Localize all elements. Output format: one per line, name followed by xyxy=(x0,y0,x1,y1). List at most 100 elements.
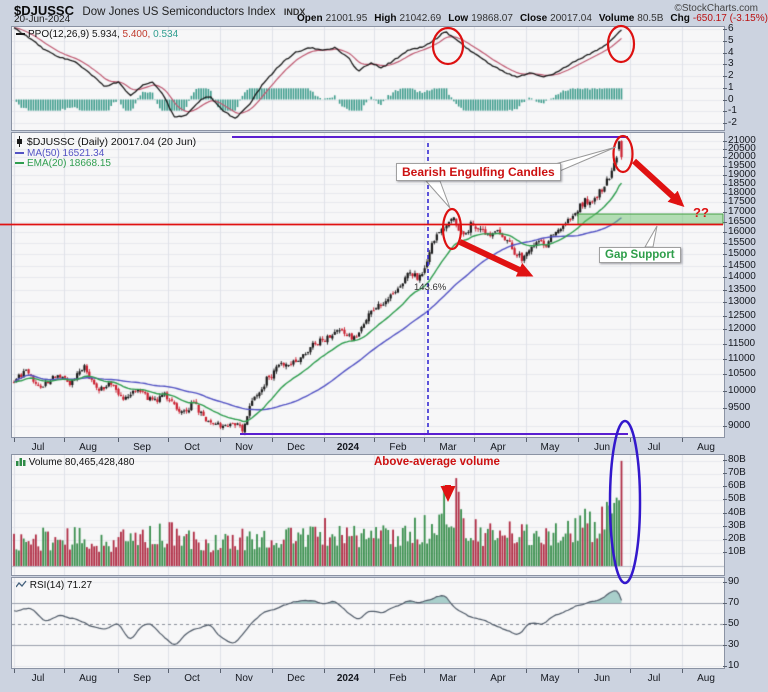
x-axis-tick xyxy=(526,438,527,442)
x-axis-month-label: Apr xyxy=(490,673,506,684)
y-axis-tick xyxy=(723,141,727,142)
x-axis-month-label: Jul xyxy=(31,442,45,453)
y-axis-tick xyxy=(723,88,727,89)
y-axis-tick xyxy=(723,149,727,150)
stockcharts-credit: ©StockCharts.com xyxy=(674,3,758,14)
x-axis-month-label: 2024 xyxy=(336,442,360,453)
ppo-signal-value: 5.400, xyxy=(122,29,151,40)
x-axis-month-label: Feb xyxy=(389,673,407,684)
x-axis-tick xyxy=(324,669,325,673)
y-axis-tick xyxy=(723,157,727,158)
rsi-legend: RSI(14) 71.27 xyxy=(15,580,92,591)
y-axis-tick xyxy=(723,29,727,30)
volume-value: Volume 80,465,428,480 xyxy=(28,457,135,468)
y-axis-tick xyxy=(723,222,727,223)
x-axis-tick xyxy=(14,669,15,673)
y-axis-tick xyxy=(723,254,727,255)
y-axis-tick xyxy=(723,53,727,54)
y-axis-label: 16000 xyxy=(728,226,756,237)
y-axis-label: 12000 xyxy=(728,323,756,334)
y-axis-label: 6 xyxy=(728,23,734,34)
y-axis-tick xyxy=(723,499,727,500)
x-axis-month-label: Aug xyxy=(697,673,715,684)
y-axis-tick xyxy=(723,316,727,317)
x-axis-tick xyxy=(14,438,15,442)
bearish-engulfing-label: Bearish Engulfing Candles xyxy=(396,163,561,181)
x-axis-month-label: Aug xyxy=(79,442,97,453)
y-axis-label: 0 xyxy=(728,94,734,105)
x-axis-tick xyxy=(220,438,221,442)
candlestick-icon xyxy=(17,136,22,147)
y-axis-tick xyxy=(723,212,727,213)
x-axis-tick xyxy=(424,669,425,673)
y-axis-tick xyxy=(723,624,727,625)
y-axis-label: 16500 xyxy=(728,216,756,227)
y-axis-tick xyxy=(723,184,727,185)
x-axis-tick xyxy=(474,669,475,673)
ohlc-quote-bar: Open 21001.95 High 21042.69 Low 19868.07 Close… xyxy=(290,13,768,24)
x-axis-tick xyxy=(578,669,579,673)
x-axis-tick xyxy=(578,438,579,442)
chart-header: $DJUSSC Dow Jones US Semiconductors Inde… xyxy=(14,2,305,20)
y-axis-tick xyxy=(723,202,727,203)
x-axis-month-label: 2024 xyxy=(336,673,360,684)
x-axis-month-label: Jun xyxy=(593,442,611,453)
quote-label: Low xyxy=(448,13,469,24)
y-axis-tick xyxy=(723,100,727,101)
x-axis-month-label: Jun xyxy=(593,673,611,684)
x-axis-month-label: May xyxy=(540,673,560,684)
quote-value: -650.17 (-3.15%) xyxy=(692,13,768,24)
y-axis-tick xyxy=(723,76,727,77)
exchange-label: INDX xyxy=(283,7,306,17)
x-axis-tick xyxy=(630,669,631,673)
x-axis-tick xyxy=(474,438,475,442)
x-axis-tick xyxy=(424,438,425,442)
y-axis-tick xyxy=(723,460,727,461)
x-axis-month-label: Oct xyxy=(184,673,200,684)
y-axis-tick xyxy=(723,302,727,303)
x-axis-month-label: Nov xyxy=(235,442,253,453)
y-axis-label: 10000 xyxy=(728,385,756,396)
x-axis-month-label: Feb xyxy=(389,442,407,453)
y-axis-tick xyxy=(723,666,727,667)
y-axis-tick xyxy=(723,123,727,124)
x-axis-tick xyxy=(374,438,375,442)
y-axis-label: 19500 xyxy=(728,160,756,171)
price-legend-title: $DJUSSC (Daily) 20017.04 (20 Jun) xyxy=(26,136,197,148)
x-axis-month-label: Sep xyxy=(133,673,151,684)
ppo-value: 5.934, xyxy=(91,29,120,40)
y-axis-label: 17500 xyxy=(728,196,756,207)
y-axis-label: 2 xyxy=(728,70,734,81)
y-axis-label: 18000 xyxy=(728,187,756,198)
x-axis-month-label: Dec xyxy=(287,442,305,453)
quote-value: 80.5B xyxy=(637,13,664,24)
y-axis-label: 13500 xyxy=(728,284,756,295)
y-axis-label: -2 xyxy=(728,117,737,128)
y-axis-label: 5 xyxy=(728,35,734,46)
y-axis-tick xyxy=(723,111,727,112)
fib-extension-label: 143.6% xyxy=(414,282,447,293)
y-axis-label: 14500 xyxy=(728,260,756,271)
quote-value: 19868.07 xyxy=(471,13,513,24)
y-axis-tick xyxy=(723,486,727,487)
y-axis-label: 20B xyxy=(728,533,746,544)
x-axis-month-label: Jul xyxy=(647,442,661,453)
y-axis-tick xyxy=(723,232,727,233)
y-axis-tick xyxy=(723,166,727,167)
quote-label: Open xyxy=(297,13,323,24)
y-axis-label: 11500 xyxy=(728,338,756,349)
ppo-line-icon xyxy=(16,33,25,36)
y-axis-tick xyxy=(723,290,727,291)
x-axis-tick xyxy=(682,669,683,673)
rsi-line-icon xyxy=(15,580,27,588)
y-axis-label: 11000 xyxy=(728,353,756,364)
y-axis-tick xyxy=(723,193,727,194)
y-axis-tick xyxy=(723,41,727,42)
price-legend-ema20: EMA(20) 18668.15 xyxy=(15,158,111,169)
quote-label: Chg xyxy=(670,13,690,24)
x-axis-tick xyxy=(118,438,119,442)
x-axis-tick xyxy=(168,669,169,673)
x-axis-month-label: Aug xyxy=(79,673,97,684)
above-average-volume-label: Above-average volume xyxy=(374,456,500,468)
